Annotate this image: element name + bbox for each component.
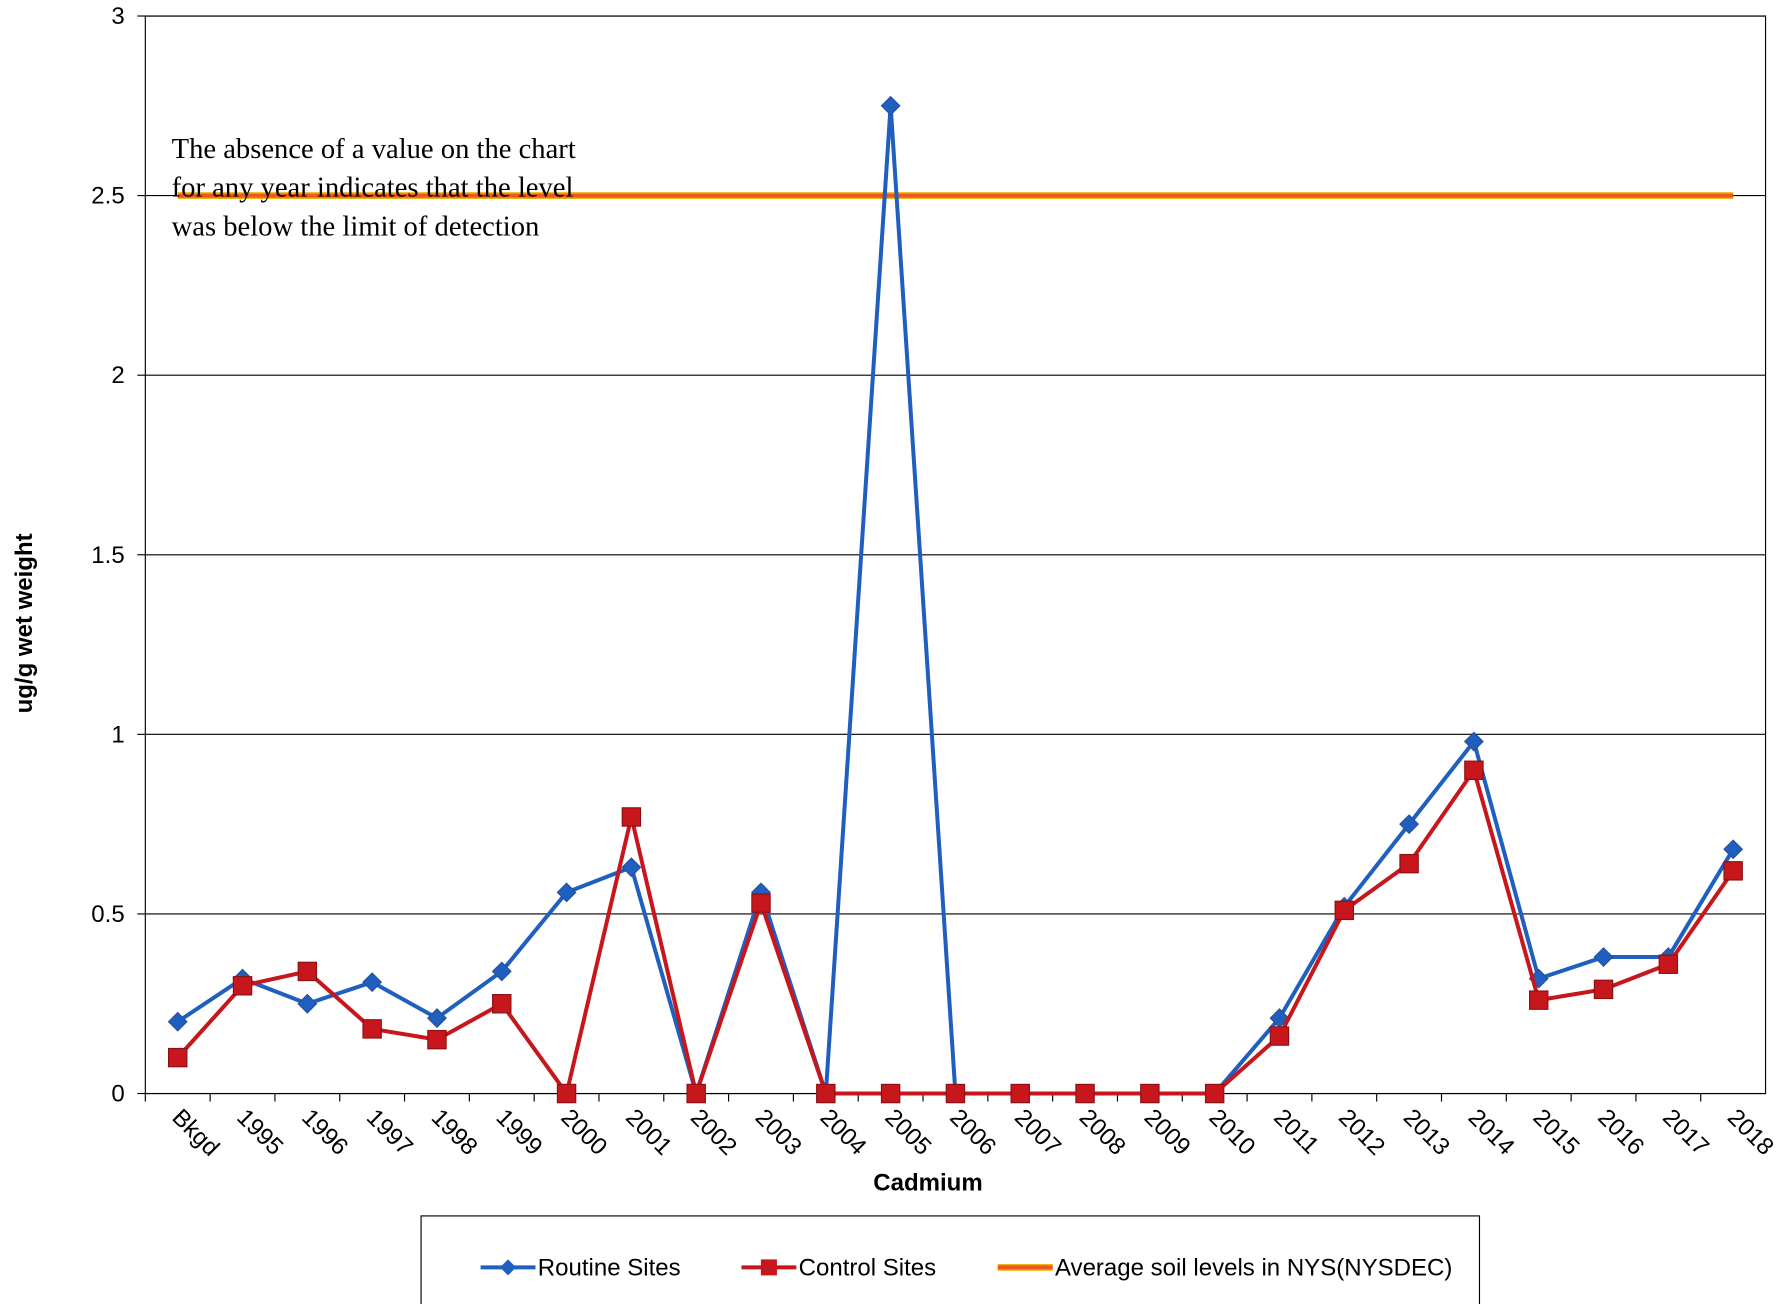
y-tick-label: 0 [111, 1081, 124, 1108]
control-marker [167, 1047, 188, 1068]
annotation: was below the limit of detection [172, 212, 540, 243]
x-axis-label: Cadmium [873, 1170, 982, 1197]
legend-marker [760, 1259, 777, 1276]
routine-marker [167, 1011, 188, 1032]
y-tick-label: 3 [111, 3, 124, 30]
series-line [176, 103, 1735, 1096]
routine-marker [491, 961, 512, 982]
routine-marker [1593, 947, 1614, 968]
x-tick-label: 2018 [1722, 1104, 1779, 1161]
x-tick-label: 2003 [750, 1104, 807, 1161]
routine-marker [1399, 814, 1420, 835]
routine-marker [362, 972, 383, 993]
x-tick-label: 2001 [620, 1104, 677, 1161]
legend-label: Routine Sites [538, 1254, 681, 1281]
routine-marker [621, 857, 642, 878]
control-marker [556, 1083, 577, 1104]
control-marker [1204, 1083, 1225, 1104]
annotation: The absence of a value on the chart [172, 134, 576, 165]
control-marker [362, 1019, 382, 1039]
control-marker [1723, 861, 1743, 881]
routine-marker [1723, 839, 1744, 860]
control-marker [945, 1083, 966, 1104]
x-tick-label: 2013 [1398, 1104, 1455, 1161]
y-tick-label: 0.5 [91, 901, 124, 928]
control-marker [1399, 853, 1419, 874]
x-tick-label: 2006 [944, 1104, 1001, 1161]
control-marker [1075, 1083, 1095, 1104]
y-tick-label: 2 [111, 362, 124, 389]
control-marker [1010, 1083, 1030, 1104]
control-marker [1658, 954, 1679, 974]
x-tick-label: 2015 [1528, 1104, 1585, 1161]
control-marker [1140, 1083, 1160, 1104]
routine-marker [880, 95, 901, 116]
annotation: for any year indicates that the level [172, 173, 574, 204]
control-marker [880, 1083, 901, 1104]
x-tick-label: 2002 [685, 1104, 742, 1161]
x-tick-label: 1995 [231, 1104, 288, 1161]
control-marker [297, 961, 318, 982]
routine-marker [556, 882, 577, 903]
x-tick-label: Bkgd [167, 1104, 225, 1162]
x-tick-label: 2014 [1463, 1104, 1520, 1161]
x-tick-label: 1998 [426, 1104, 483, 1161]
control-marker [427, 1029, 447, 1050]
y-tick-label: 1 [111, 721, 124, 748]
x-tick-label: 2012 [1333, 1104, 1390, 1161]
routine-marker [1463, 731, 1484, 752]
x-tick-label: 1996 [296, 1104, 353, 1161]
control-marker [816, 1083, 836, 1104]
y-tick-label: 2.5 [91, 183, 124, 210]
control-marker [1334, 900, 1355, 921]
routine-marker [426, 1008, 447, 1029]
x-tick-label: 2005 [880, 1104, 937, 1161]
x-tick-label: 2010 [1204, 1104, 1261, 1161]
x-tick-label: 2000 [555, 1104, 612, 1161]
control-marker [1593, 979, 1614, 1000]
control-marker [751, 893, 771, 913]
control-marker [621, 807, 642, 827]
legend-marker [500, 1259, 517, 1276]
control-marker [1269, 1026, 1290, 1046]
x-tick-label: 2011 [1268, 1104, 1324, 1160]
x-tick-label: 2007 [1009, 1104, 1066, 1161]
x-tick-label: 1999 [491, 1104, 548, 1161]
legend-label: Average soil levels in NYS(NYSDEC) [1055, 1254, 1452, 1281]
routine-marker [297, 993, 318, 1014]
x-tick-label: 2017 [1657, 1104, 1714, 1161]
y-tick-label: 1.5 [91, 542, 124, 569]
control-marker [1528, 990, 1549, 1010]
control-marker [492, 994, 512, 1014]
x-tick-label: 2016 [1592, 1104, 1649, 1161]
x-tick-label: 2009 [1139, 1104, 1196, 1161]
x-tick-label: 2008 [1074, 1104, 1131, 1161]
control-marker [686, 1083, 706, 1104]
series-line [176, 768, 1735, 1096]
y-axis-label: ug/g wet weight [11, 533, 38, 713]
control-marker [1464, 760, 1484, 780]
x-tick-label: 2004 [815, 1104, 872, 1161]
legend-box [420, 1215, 1481, 1304]
legend-label: Control Sites [799, 1254, 937, 1281]
control-marker [232, 976, 253, 996]
x-tick-label: 1997 [361, 1104, 418, 1161]
